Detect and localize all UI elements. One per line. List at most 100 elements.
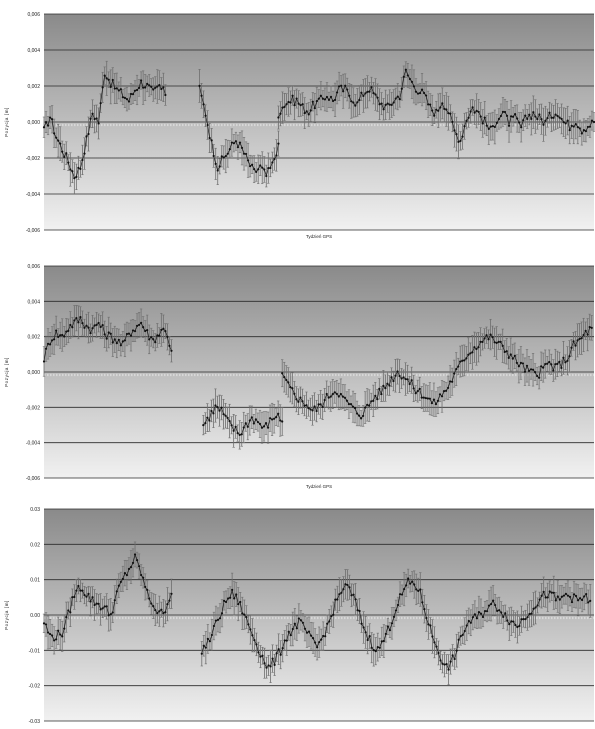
data-point: [273, 663, 276, 666]
data-point: [428, 397, 431, 400]
data-point: [318, 641, 321, 644]
data-point: [440, 395, 444, 398]
data-point: [333, 391, 336, 394]
data-point: [380, 392, 383, 396]
data-point: [558, 116, 561, 119]
data-point: [340, 84, 343, 87]
data-point: [400, 377, 403, 380]
data-point: [588, 325, 591, 329]
data-point: [556, 362, 559, 366]
data-point: [135, 558, 139, 562]
data-point: [504, 612, 507, 615]
data-point: [65, 616, 68, 619]
data-point: [500, 611, 503, 614]
data-point: [496, 609, 499, 612]
data-point: [337, 395, 340, 398]
data-point: [113, 338, 116, 341]
data-point: [358, 98, 361, 102]
data-point: [324, 635, 327, 638]
data-point: [532, 607, 535, 610]
data-point: [89, 600, 92, 603]
data-point: [326, 622, 329, 625]
data-point: [372, 649, 375, 652]
data-point: [119, 88, 122, 91]
data-point: [465, 624, 468, 627]
data-point: [370, 400, 373, 403]
data-point: [202, 423, 205, 427]
data-point: [144, 329, 147, 333]
data-point: [432, 398, 436, 401]
data-point: [348, 94, 351, 97]
data-point: [518, 121, 521, 124]
data-point: [309, 408, 312, 411]
data-point: [542, 366, 545, 369]
data-point: [154, 341, 157, 344]
series-segment: [200, 568, 592, 685]
data-point: [521, 362, 525, 365]
data-point: [152, 605, 155, 608]
data-point: [394, 97, 397, 100]
data-point: [230, 424, 233, 427]
data-point: [418, 387, 421, 390]
data-point: [455, 132, 458, 136]
series-line: [199, 85, 279, 178]
data-point: [529, 368, 533, 371]
data-point: [530, 117, 533, 121]
data-point: [156, 85, 159, 88]
data-point: [426, 397, 429, 400]
data-point: [242, 152, 246, 155]
data-point: [154, 608, 157, 612]
data-point: [427, 623, 430, 626]
y-tick-label: 0.01: [30, 578, 40, 584]
data-point: [67, 329, 70, 332]
data-point: [540, 594, 543, 597]
data-point: [87, 326, 90, 329]
data-point: [123, 96, 127, 99]
chart-1-svg: 0,006 0,004 0,002 0,000 -0,002 -0,004 -0,006 Po…: [4, 12, 595, 239]
data-point: [503, 110, 507, 114]
data-point: [59, 334, 62, 337]
data-point: [283, 376, 286, 379]
data-point: [467, 116, 470, 119]
y-tick-label: 0,000: [27, 370, 40, 376]
data-point: [334, 598, 337, 601]
data-point: [57, 139, 60, 142]
data-point: [459, 360, 462, 363]
data-point: [95, 117, 98, 120]
data-point: [148, 338, 151, 341]
y-axis-label: Pozycja [m]: [4, 107, 9, 137]
data-point: [264, 421, 268, 425]
data-point: [419, 588, 422, 591]
data-point: [53, 132, 56, 135]
data-point: [50, 339, 54, 342]
data-point: [81, 158, 84, 162]
y-tick-label: 0,002: [27, 335, 40, 341]
data-point: [162, 86, 165, 89]
data-point: [348, 586, 351, 589]
data-point: [434, 403, 438, 406]
data-point: [295, 97, 298, 100]
data-point: [392, 615, 396, 618]
data-point: [322, 634, 325, 638]
data-point: [475, 617, 479, 620]
data-point: [315, 99, 318, 103]
data-point: [566, 119, 569, 122]
data-point: [267, 664, 270, 667]
data-point: [527, 369, 531, 372]
data-point: [142, 86, 145, 89]
data-point: [81, 321, 84, 325]
data-point: [572, 125, 575, 128]
data-point: [293, 622, 296, 625]
data-point: [406, 74, 409, 77]
data-point: [590, 119, 594, 122]
data-point: [275, 652, 278, 655]
data-point: [140, 573, 143, 577]
data-point: [524, 114, 527, 117]
data-point: [46, 631, 50, 634]
data-point: [578, 597, 582, 600]
data-point: [483, 609, 487, 613]
data-point: [525, 364, 529, 367]
data-point: [59, 633, 62, 636]
data-point: [483, 337, 486, 340]
